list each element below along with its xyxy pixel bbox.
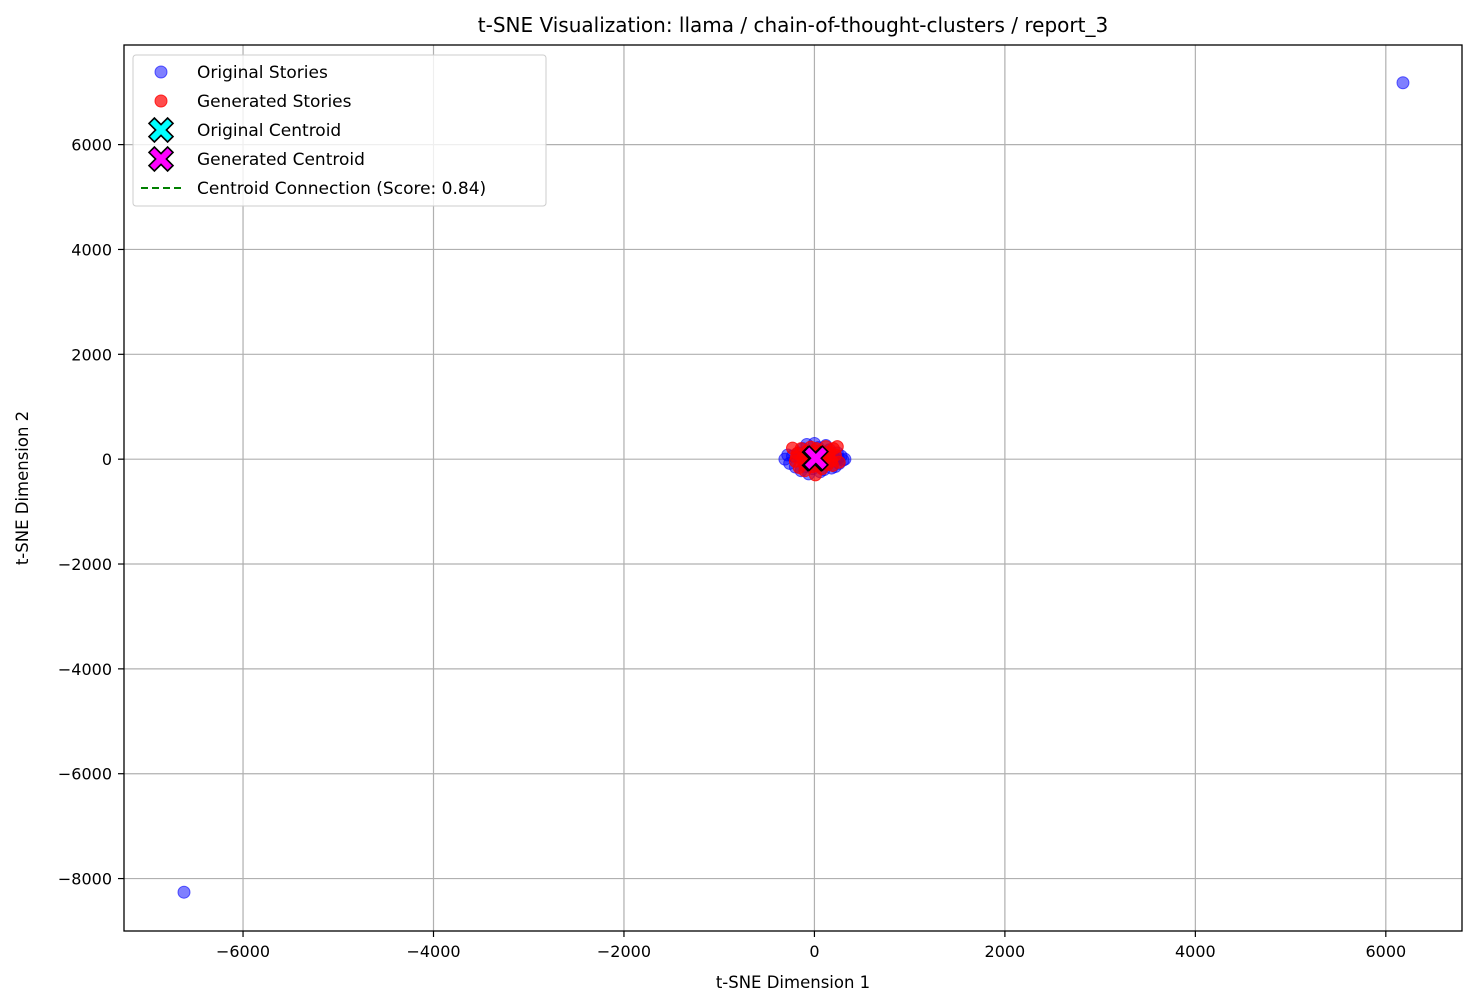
x-tick-label: −2000 (597, 942, 651, 961)
legend-item-original-stories: Original Stories (154, 63, 328, 83)
axis-ticks: −6000 −4000 −2000 0 2000 4000 6000 −8000 −6000 −4… (58, 136, 1406, 961)
legend-marker-generated-centroid (147, 145, 175, 173)
legend-item-centroid-connection: Centroid Connection (Score: 0.84) (141, 179, 486, 199)
legend-label-centroid-connection: Centroid Connection (Score: 0.84) (197, 179, 486, 199)
legend-marker-original-centroid (147, 116, 175, 144)
legend-label-generated-centroid: Generated Centroid (197, 150, 365, 170)
plot-area (177, 76, 1410, 899)
data-point (789, 450, 803, 464)
legend-marker-original-stories (154, 65, 168, 79)
data-point (1396, 76, 1410, 90)
legend-box (132, 54, 547, 207)
x-tick-label: 0 (809, 942, 819, 961)
y-tick-label: −8000 (58, 870, 112, 889)
y-tick-label: 0 (102, 450, 112, 469)
x-tick-label: −6000 (216, 942, 270, 961)
plot-frame (123, 44, 1463, 932)
legend-label-original-stories: Original Stories (197, 63, 328, 83)
data-point (830, 440, 844, 454)
generated-centroid-marker (802, 445, 829, 472)
x-tick-label: 6000 (1365, 942, 1406, 961)
x-tick-label: −4000 (406, 942, 460, 961)
x-tick-label: 4000 (1175, 942, 1216, 961)
y-tick-label: −2000 (58, 555, 112, 574)
grid-lines (124, 45, 1462, 931)
chart-title: t-SNE Visualization: llama / chain-of-th… (478, 13, 1108, 37)
y-axis-label: t-SNE Dimension 2 (13, 411, 32, 565)
x-axis-label: t-SNE Dimension 1 (716, 973, 870, 992)
legend: Original Stories Generated Stories Origi… (132, 54, 547, 207)
x-tick-label: 2000 (985, 942, 1026, 961)
legend-item-generated-centroid: Generated Centroid (147, 145, 365, 173)
legend-label-original-centroid: Original Centroid (197, 121, 341, 141)
legend-item-generated-stories: Generated Stories (154, 92, 352, 112)
legend-item-original-centroid: Original Centroid (147, 116, 341, 144)
y-tick-label: −6000 (58, 765, 112, 784)
y-tick-label: 4000 (71, 240, 112, 259)
data-point (177, 885, 191, 899)
legend-label-generated-stories: Generated Stories (197, 92, 352, 112)
y-tick-label: 6000 (71, 136, 112, 155)
y-tick-label: 2000 (71, 345, 112, 364)
legend-marker-generated-stories (154, 94, 168, 108)
y-tick-label: −4000 (58, 660, 112, 679)
